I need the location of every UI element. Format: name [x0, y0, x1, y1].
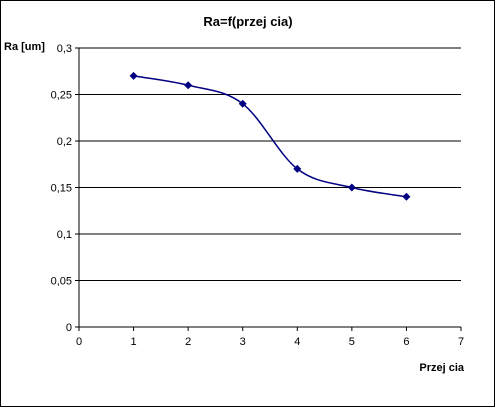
y-tick-label: 0,25 [51, 90, 72, 102]
y-tick-label: 0,1 [57, 229, 72, 241]
x-tick-label: 6 [403, 336, 409, 348]
y-tick-label: 0,05 [51, 276, 72, 288]
x-tick-label: 7 [458, 336, 464, 348]
data-point-marker [347, 183, 356, 192]
grid-lines [79, 47, 461, 281]
y-tick-label: 0 [66, 322, 72, 334]
y-tick-label: 0,2 [57, 136, 72, 148]
x-axis-label: Przej cia [419, 362, 465, 374]
x-tick-label: 1 [131, 336, 137, 348]
series-layer [129, 71, 411, 201]
tick-labels: 0 0,05 0,1 0,15 0,2 0,25 0,3 0 1 2 3 4 5 6 7 [51, 43, 464, 348]
x-tick-label: 5 [349, 336, 355, 348]
data-point-marker [238, 99, 247, 108]
x-tick-label: 2 [185, 336, 191, 348]
x-tick-label: 0 [76, 336, 82, 348]
x-tick-label: 4 [294, 336, 300, 348]
data-point-marker [184, 81, 193, 90]
x-tick-label: 3 [240, 336, 246, 348]
data-point-marker [402, 192, 411, 201]
y-axis-label: Ra [um] [4, 41, 45, 53]
data-point-marker [293, 164, 302, 173]
y-tick-label: 0,3 [57, 43, 72, 55]
data-point-marker [129, 71, 138, 80]
axes [75, 47, 462, 331]
chart-title: Ra=f(przej cia) [203, 14, 292, 29]
y-tick-label: 0,15 [51, 183, 72, 195]
